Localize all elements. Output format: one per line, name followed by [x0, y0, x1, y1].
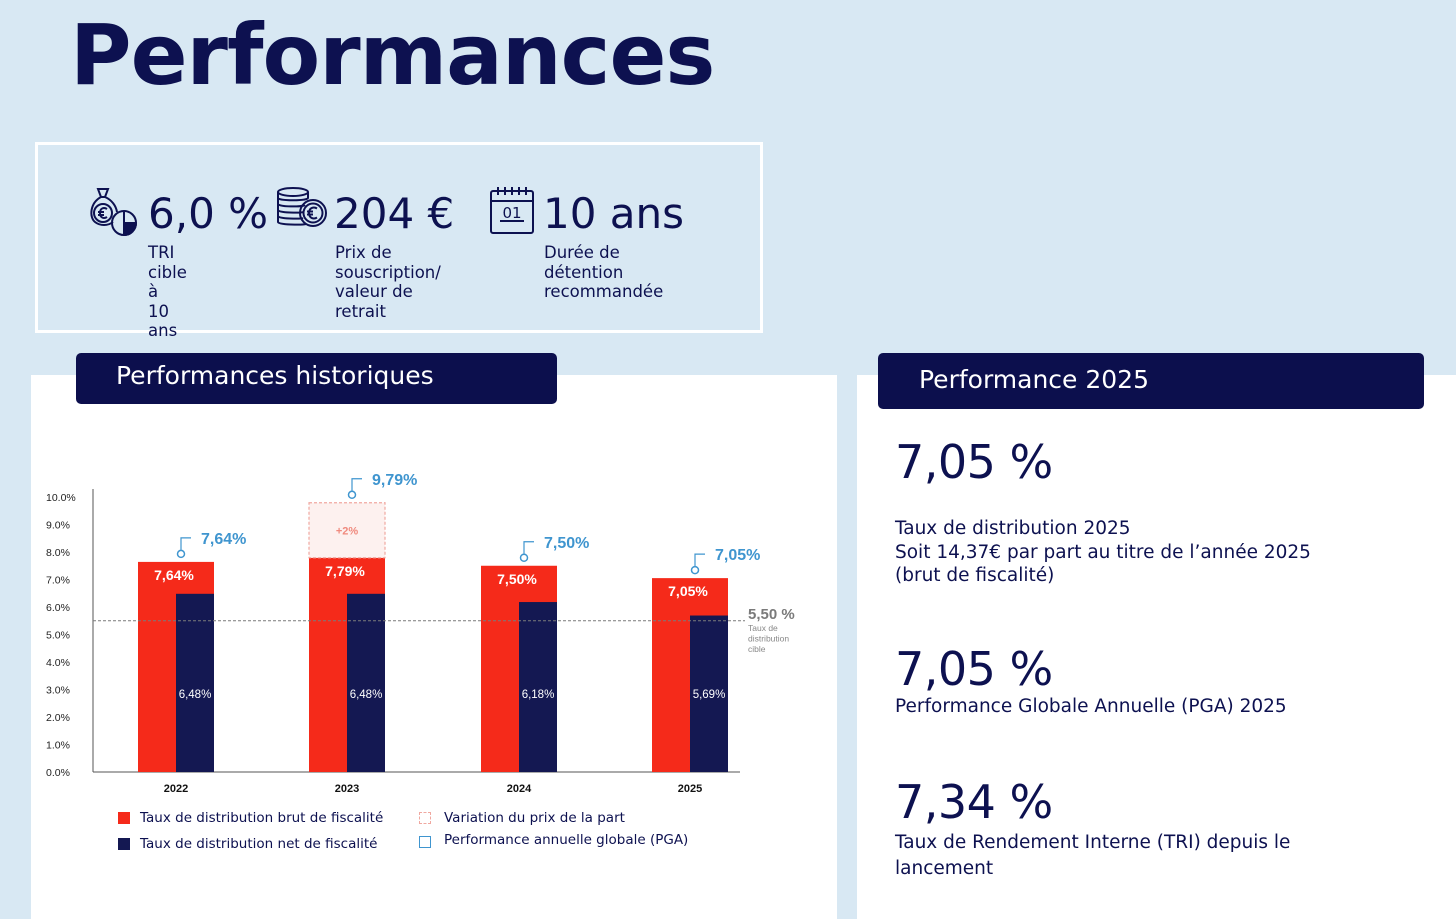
bar-net-label: 5,69% [693, 689, 726, 701]
stat-pga-text: Performance Globale Annuelle (PGA) 2025 [895, 696, 1287, 717]
legend-swatch-net [118, 838, 130, 850]
performance-2025-title: Performance 2025 [878, 353, 1424, 409]
pga-label: 7,50% [544, 535, 589, 552]
variation-label: +2% [336, 525, 359, 537]
stat-distribution-rate-value: 7,05 % [895, 435, 1053, 489]
bar-net [690, 615, 728, 772]
y-tick-label: 9.0% [46, 520, 70, 532]
y-tick-label: 4.0% [46, 657, 70, 669]
stat-irr-value: 7,34 % [895, 775, 1053, 829]
y-tick-label: 10.0% [46, 492, 76, 504]
legend-swatch-pga [419, 836, 431, 848]
kpi-value: 10 ans [543, 189, 685, 238]
y-tick-label: 0.0% [46, 767, 70, 779]
bar-gross-label: 7,05% [668, 583, 708, 599]
y-tick-label: 6.0% [46, 602, 70, 614]
bar-net-label: 6,48% [179, 689, 212, 701]
legend-swatch-gross [118, 812, 130, 824]
kpi-label: Prix de souscription/ valeur de retrait [335, 243, 441, 321]
legend-gross: Taux de distribution brut de fiscalité [140, 810, 384, 826]
x-tick-label: 2022 [164, 783, 188, 795]
pga-marker [519, 553, 529, 562]
stat-irr-text: Taux de Rendement Interne (TRI) depuis l… [895, 832, 1291, 879]
target-caption: distribution [748, 633, 789, 643]
page-title: Performances [70, 6, 715, 104]
calendar-icon: 01 [490, 187, 534, 234]
y-tick-label: 5.0% [46, 630, 70, 642]
calendar-day: 01 [502, 204, 521, 222]
bar-gross-label: 7,79% [325, 563, 365, 579]
money-bag-pie-icon [90, 188, 138, 237]
pga-label: 7,64% [201, 531, 246, 548]
historical-panel-title: Performances historiques [76, 353, 557, 404]
stat-distribution-rate-text: Taux de distribution 2025 Soit 14,37€ pa… [895, 518, 1311, 586]
bar-net [519, 602, 557, 772]
bar-net-label: 6,48% [350, 689, 383, 701]
kpi-value: 6,0 % [148, 189, 269, 238]
pga-connector [694, 553, 705, 567]
pga-label: 7,05% [715, 547, 760, 564]
pga-connector [523, 541, 534, 554]
pga-connector [351, 478, 362, 491]
pga-marker [176, 549, 186, 559]
legend-swatch-variation [419, 812, 431, 824]
pga-label: 9,79% [372, 472, 417, 489]
bar-gross-label: 7,50% [497, 571, 537, 587]
x-tick-label: 2025 [678, 783, 702, 795]
pga-connector [180, 537, 191, 550]
y-tick-label: 3.0% [46, 685, 70, 697]
kpi-label: TRI cible à 10 ans [148, 243, 187, 340]
y-tick-label: 8.0% [46, 547, 70, 559]
bar-gross-label: 7,64% [154, 567, 194, 583]
pga-marker [347, 490, 357, 500]
y-tick-label: 7.0% [46, 575, 70, 587]
legend-net: Taux de distribution net de fiscalité [140, 836, 378, 852]
target-caption: Taux de [748, 623, 778, 633]
y-tick-label: 2.0% [46, 712, 70, 724]
target-caption: cible [748, 644, 766, 654]
coins-stack-euro-icon [277, 187, 327, 227]
stat-pga-value: 7,05 % [895, 642, 1053, 696]
legend-variation: Variation du prix de la part [444, 810, 625, 826]
bar-net [347, 593, 385, 772]
bar-variation [308, 502, 386, 559]
kpi-value: 204 € [334, 189, 455, 238]
pga-marker [690, 565, 700, 575]
kpi-label: Durée de détention recommandée [544, 243, 664, 301]
x-tick-label: 2023 [335, 783, 359, 795]
kpi-box: 6,0 % TRI cible à 10 ans 204 € Prix de s… [35, 142, 763, 340]
bar-net [176, 593, 214, 772]
bar-net-label: 6,18% [522, 689, 555, 701]
y-tick-label: 1.0% [46, 740, 70, 752]
x-tick-label: 2024 [507, 783, 532, 795]
performance-2025-panel [857, 375, 1456, 919]
target-value-label: 5,50 % [748, 606, 795, 623]
legend-pga: Performance annuelle globale (PGA) [444, 832, 689, 848]
